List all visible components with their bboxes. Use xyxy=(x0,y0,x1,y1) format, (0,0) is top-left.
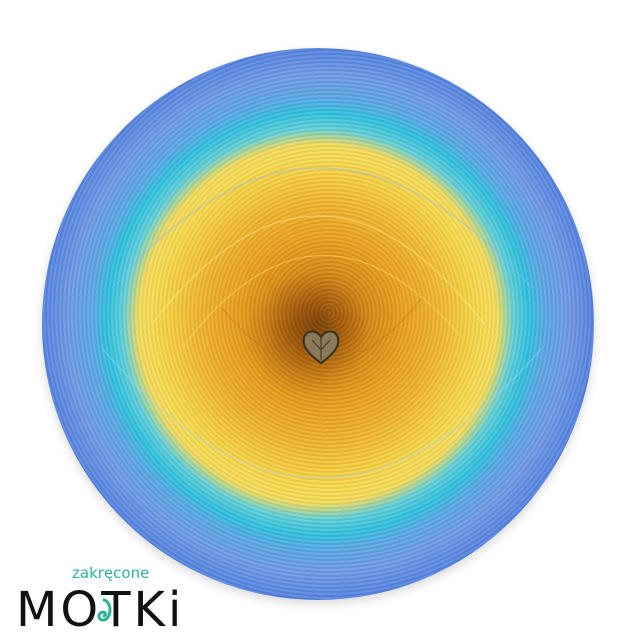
yarn-cake xyxy=(42,48,594,600)
brand-logo: zakręcone MOTKi xyxy=(14,560,214,638)
heart-charm-icon xyxy=(302,330,340,365)
logo-wordmark: MOTKi xyxy=(16,582,185,638)
logo-tagline: zakręcone xyxy=(72,564,150,582)
yarn-center-shadow xyxy=(42,48,594,600)
yarn-fibers xyxy=(101,167,543,479)
spiral-icon xyxy=(97,598,112,622)
yarn-strands xyxy=(42,48,594,600)
